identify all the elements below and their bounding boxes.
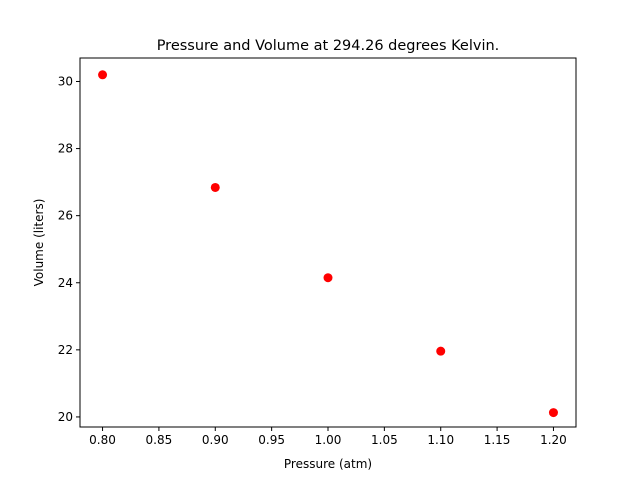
x-tick-label: 1.00	[315, 433, 342, 447]
x-tick-label: 1.05	[371, 433, 398, 447]
x-tick-label: 1.20	[540, 433, 567, 447]
x-axis-label: Pressure (atm)	[284, 457, 372, 471]
data-point	[210, 182, 220, 192]
y-tick-label: 26	[58, 209, 73, 223]
y-axis-label: Volume (liters)	[32, 199, 46, 287]
plot-frame	[79, 57, 577, 428]
y-axis: 20 22 24 26 28 30	[58, 74, 80, 424]
x-tick-label: 0.95	[258, 433, 285, 447]
data-point	[98, 70, 108, 80]
data-points	[98, 70, 558, 418]
y-tick-label: 28	[58, 142, 73, 156]
x-tick-label: 1.10	[427, 433, 454, 447]
chart-title: Pressure and Volume at 294.26 degrees Ke…	[157, 38, 500, 54]
y-tick-label: 22	[58, 343, 73, 357]
data-point	[436, 346, 446, 356]
x-tick-label: 0.80	[89, 433, 116, 447]
data-point	[323, 273, 333, 283]
x-tick-label: 0.90	[202, 433, 229, 447]
x-axis: 0.80 0.85 0.90 0.95 1.00 1.05 1.10 1.15 1.20	[89, 427, 567, 447]
data-point	[548, 408, 558, 418]
plot-area: 0.80 0.85 0.90 0.95 1.00 1.05 1.10 1.15 1.20 202…	[58, 57, 577, 447]
x-tick-label: 1.15	[484, 433, 511, 447]
y-tick-label: 30	[58, 74, 73, 88]
y-tick-label: 24	[58, 276, 73, 290]
x-tick-label: 0.85	[146, 433, 173, 447]
y-tick-label: 20	[58, 410, 73, 424]
